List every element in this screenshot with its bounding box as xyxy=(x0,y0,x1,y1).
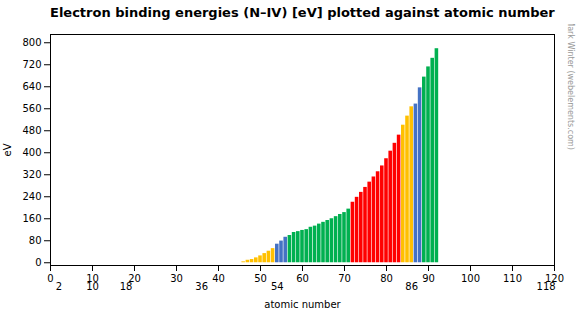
svg-text:eV: eV xyxy=(2,143,13,156)
svg-text:60: 60 xyxy=(296,273,309,284)
svg-text:10: 10 xyxy=(86,281,99,292)
svg-text:0: 0 xyxy=(47,273,53,284)
svg-text:80: 80 xyxy=(380,273,393,284)
svg-text:800: 800 xyxy=(22,37,41,48)
html-text:Electron binding energies (N–I: Electron binding energies (N–IV) [eV] pl… xyxy=(50,5,555,20)
svg-text:© Mark Winter (webelements.com: © Mark Winter (webelements.com) xyxy=(566,24,575,150)
svg-text:560: 560 xyxy=(22,103,41,114)
svg-text:320: 320 xyxy=(22,169,41,180)
svg-text:640: 640 xyxy=(22,81,41,92)
svg-text:10: 10 xyxy=(86,272,99,284)
svg-text:36: 36 xyxy=(195,281,208,292)
svg-text:70: 70 xyxy=(338,273,351,284)
svg-text:18: 18 xyxy=(120,281,133,292)
svg-text:20: 20 xyxy=(128,272,141,284)
svg-text:120: 120 xyxy=(545,272,564,284)
svg-text:110: 110 xyxy=(503,273,522,284)
svg-text:100: 100 xyxy=(461,273,480,284)
svg-text:80: 80 xyxy=(29,235,42,246)
svg-text:54: 54 xyxy=(271,281,284,292)
svg-text:118: 118 xyxy=(537,281,556,292)
svg-text:720: 720 xyxy=(22,59,41,70)
svg-text:0: 0 xyxy=(35,257,41,268)
svg-text:86: 86 xyxy=(405,281,418,292)
svg-text:160: 160 xyxy=(22,213,41,224)
svg-text:90: 90 xyxy=(422,273,435,284)
svg-text:2: 2 xyxy=(56,281,62,292)
svg-text:240: 240 xyxy=(22,191,41,202)
svg-text:30: 30 xyxy=(170,273,183,284)
svg-text:atomic number: atomic number xyxy=(264,299,341,310)
svg-text:50: 50 xyxy=(254,273,267,284)
svg-text:480: 480 xyxy=(22,125,41,136)
svg-text:40: 40 xyxy=(212,273,225,284)
svg-text:400: 400 xyxy=(22,147,41,158)
